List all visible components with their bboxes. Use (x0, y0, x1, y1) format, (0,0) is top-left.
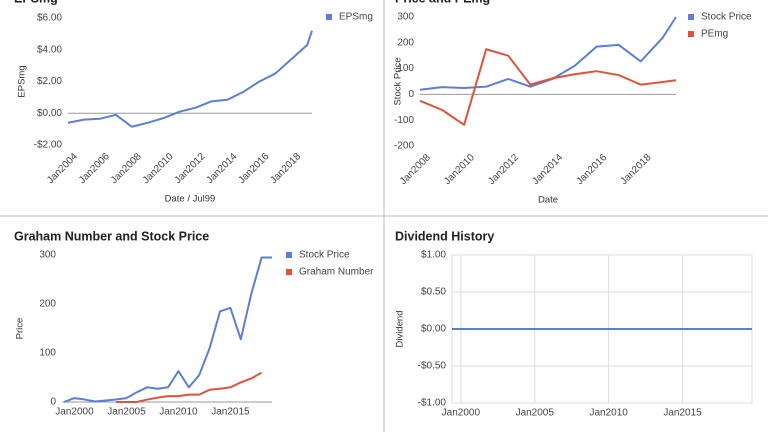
y-tick-label: $6.00 (37, 13, 62, 24)
y-tick-label: -100 (394, 115, 414, 126)
y-axis-title: Dividend (395, 311, 406, 348)
y-axis-title: Stock Price (393, 57, 404, 105)
x-tick-label: Jan2015 (211, 407, 250, 418)
series-line (63, 256, 272, 403)
legend-label: Graham Number (299, 267, 374, 278)
y-tick-label: 300 (39, 250, 56, 261)
series-line (116, 371, 263, 403)
chart-title: EPSmg (14, 0, 58, 5)
y-tick-label: 100 (397, 63, 414, 74)
y-tick-label: -$2.00 (34, 140, 63, 151)
series-line (419, 48, 677, 126)
y-tick-label: 300 (397, 12, 414, 23)
legend-swatch (326, 14, 332, 20)
legend-swatch (688, 31, 694, 37)
y-tick-label: 200 (39, 299, 56, 310)
chart-title: Price and PEmg (395, 0, 490, 5)
x-axis-title: Date (538, 195, 558, 206)
x-tick-label: Jan2015 (663, 408, 702, 419)
x-tick-label: Jan2000 (442, 408, 481, 419)
y-tick-label: $2.00 (37, 76, 62, 87)
chart-title: Graham Number and Stock Price (14, 229, 209, 243)
legend-label: PEmg (701, 29, 728, 40)
x-tick-label: Jan2000 (55, 407, 94, 418)
legend-label: EPSmg (339, 12, 373, 23)
y-tick-label: 0 (50, 397, 56, 408)
legend-label: Stock Price (299, 250, 350, 261)
y-tick-label: -$0.50 (418, 361, 447, 372)
y-axis-title: EPSmg (17, 65, 28, 97)
y-axis-title: Price (15, 318, 26, 340)
y-tick-label: 100 (39, 348, 56, 359)
y-tick-label: -$1.00 (418, 398, 447, 409)
x-tick-label: Jan2010 (159, 407, 198, 418)
legend-swatch (688, 14, 694, 20)
legend-swatch (286, 252, 292, 258)
y-tick-label: $0.00 (421, 324, 446, 335)
x-axis-title: Date / Jul99 (165, 194, 216, 205)
legend-swatch (286, 269, 292, 275)
x-tick-label: Jan2010 (589, 408, 628, 419)
y-tick-label: $4.00 (37, 44, 62, 55)
legend-label: Stock Price (701, 12, 752, 23)
y-tick-label: $1.00 (421, 250, 446, 261)
x-tick-label: Jan2005 (107, 407, 146, 418)
x-tick-label: Jan2005 (516, 408, 555, 419)
series-line (67, 30, 313, 128)
chart-title: Dividend History (395, 229, 494, 243)
y-tick-label: $0.00 (37, 108, 62, 119)
y-tick-label: -200 (394, 141, 414, 152)
y-tick-label: $0.50 (421, 287, 446, 298)
y-tick-label: 200 (397, 37, 414, 48)
y-tick-label: 0 (408, 89, 414, 100)
